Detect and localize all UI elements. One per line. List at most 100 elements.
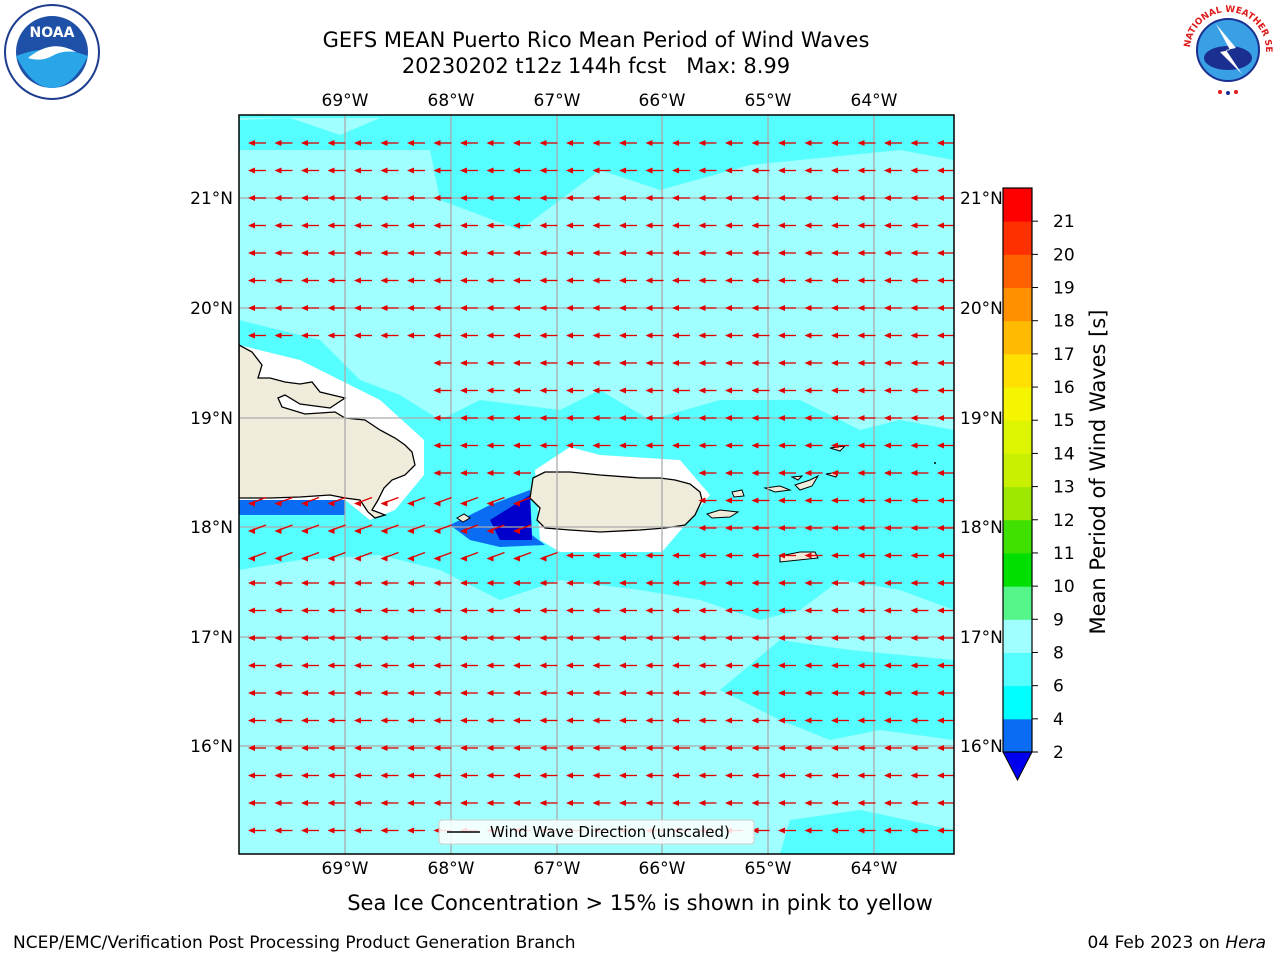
wave-direction-arrow bbox=[486, 496, 505, 507]
wave-direction-arrow bbox=[486, 387, 505, 394]
wave-direction-arrow bbox=[645, 717, 664, 724]
wave-direction-arrow bbox=[407, 195, 425, 201]
wave-direction-arrow bbox=[327, 332, 346, 339]
wave-direction-arrow bbox=[645, 800, 664, 806]
wave-direction-arrow bbox=[884, 250, 902, 256]
wave-direction-arrow bbox=[804, 772, 823, 779]
wave-direction-arrow bbox=[698, 525, 717, 531]
lon-labels-bottom: 69°W 68°W 67°W 66°W 65°W 64°W bbox=[322, 859, 898, 879]
wave-direction-arrow bbox=[937, 470, 954, 476]
wave-direction-arrow bbox=[301, 305, 319, 311]
wave-direction-arrow bbox=[725, 772, 743, 779]
wave-direction-arrow bbox=[513, 250, 531, 256]
wave-direction-arrow bbox=[407, 496, 426, 507]
wave-direction-arrow bbox=[433, 387, 452, 394]
wave-direction-arrow bbox=[645, 745, 664, 751]
colorbar-segment bbox=[1003, 287, 1032, 322]
lon-label: 68°W bbox=[428, 91, 475, 111]
wave-direction-arrow bbox=[274, 772, 293, 779]
wave-direction-arrow bbox=[327, 800, 346, 806]
wave-direction-arrow bbox=[486, 635, 505, 641]
wave-direction-arrow bbox=[857, 277, 876, 284]
wave-direction-arrow bbox=[937, 607, 954, 614]
wave-direction-arrow bbox=[698, 717, 717, 724]
wave-direction-arrow bbox=[460, 305, 478, 311]
wave-direction-arrow bbox=[274, 277, 293, 284]
wave-direction-arrow bbox=[857, 387, 876, 394]
wave-direction-arrow bbox=[857, 662, 876, 669]
wave-direction-arrow bbox=[407, 167, 425, 174]
wave-direction-arrow bbox=[831, 332, 849, 339]
wave-direction-arrow bbox=[486, 250, 505, 256]
period-fill-band bbox=[239, 150, 954, 430]
wave-direction-arrow bbox=[460, 442, 478, 449]
wave-direction-arrow bbox=[301, 167, 319, 174]
wave-direction-arrow bbox=[407, 524, 426, 534]
wave-direction-arrow bbox=[566, 772, 584, 779]
wave-direction-arrow bbox=[274, 690, 293, 696]
wave-direction-arrow bbox=[433, 167, 452, 174]
wave-direction-arrow bbox=[248, 551, 267, 562]
lon-labels-top: 69°W 68°W 67°W 66°W 65°W 64°W bbox=[322, 91, 898, 111]
wave-direction-arrow bbox=[778, 250, 796, 256]
wave-direction-arrow bbox=[354, 195, 372, 201]
wave-direction-arrow bbox=[354, 690, 372, 696]
wave-direction-arrow bbox=[725, 552, 743, 559]
wave-direction-arrow bbox=[804, 635, 823, 641]
wave-direction-arrow bbox=[831, 305, 849, 311]
lat-label: 16°N bbox=[960, 737, 1003, 757]
wave-direction-arrow bbox=[566, 415, 584, 421]
wave-direction-arrow bbox=[857, 690, 876, 696]
wave-direction-arrow bbox=[513, 195, 531, 201]
wave-direction-arrow bbox=[327, 717, 346, 724]
wave-direction-arrow bbox=[486, 607, 505, 614]
noaa-logo: NOAA bbox=[2, 2, 102, 102]
wave-direction-arrow bbox=[672, 222, 690, 229]
wave-direction-arrow bbox=[831, 552, 849, 559]
wave-direction-arrow bbox=[274, 524, 293, 534]
wave-direction-arrow bbox=[539, 442, 558, 449]
hispaniola-land bbox=[239, 344, 416, 519]
wave-direction-arrow bbox=[539, 305, 558, 311]
wave-direction-arrow bbox=[539, 607, 558, 614]
wave-direction-arrow bbox=[725, 497, 743, 504]
wave-direction-arrow bbox=[592, 690, 611, 696]
colorbar-segment bbox=[1003, 353, 1032, 388]
wave-direction-arrow bbox=[486, 277, 505, 284]
wave-direction-arrow bbox=[937, 497, 954, 504]
wave-direction-arrow bbox=[433, 772, 452, 779]
wave-direction-arrow bbox=[380, 222, 399, 229]
wave-direction-arrow bbox=[619, 250, 637, 256]
wave-direction-arrow bbox=[354, 250, 372, 256]
colorbar-tick-label: 18 bbox=[1053, 312, 1075, 332]
wave-direction-arrow bbox=[725, 470, 743, 476]
wave-direction-arrow bbox=[751, 827, 770, 834]
wave-direction-arrow bbox=[884, 470, 902, 476]
lon-label: 67°W bbox=[534, 859, 581, 879]
wave-direction-arrow bbox=[725, 580, 743, 586]
wave-direction-arrow bbox=[884, 360, 902, 366]
wave-direction-arrow bbox=[857, 580, 876, 586]
wave-direction-arrow bbox=[937, 277, 954, 284]
wave-direction-arrow bbox=[407, 635, 425, 641]
wave-direction-arrow bbox=[592, 332, 611, 339]
wave-direction-arrow bbox=[910, 387, 929, 394]
wave-direction-arrow bbox=[831, 140, 849, 146]
wave-direction-arrow bbox=[884, 222, 902, 229]
colorbar-segment bbox=[1003, 188, 1032, 222]
wave-direction-arrow bbox=[380, 332, 399, 339]
wave-direction-arrow bbox=[539, 387, 558, 394]
wave-direction-arrow bbox=[460, 772, 478, 779]
wave-direction-arrow bbox=[672, 552, 690, 559]
colorbar-tick-label: 19 bbox=[1053, 279, 1075, 299]
wave-direction-arrow bbox=[778, 497, 796, 504]
wave-direction-arrow bbox=[884, 827, 902, 834]
wave-direction-arrow bbox=[619, 332, 637, 339]
wave-direction-arrow bbox=[327, 305, 346, 311]
lat-label: 18°N bbox=[190, 518, 233, 538]
wave-direction-arrow bbox=[857, 497, 876, 504]
wave-direction-arrow bbox=[539, 717, 558, 724]
wave-direction-arrow bbox=[725, 195, 743, 201]
wave-direction-arrow bbox=[433, 360, 452, 366]
wave-direction-arrow bbox=[698, 552, 717, 559]
